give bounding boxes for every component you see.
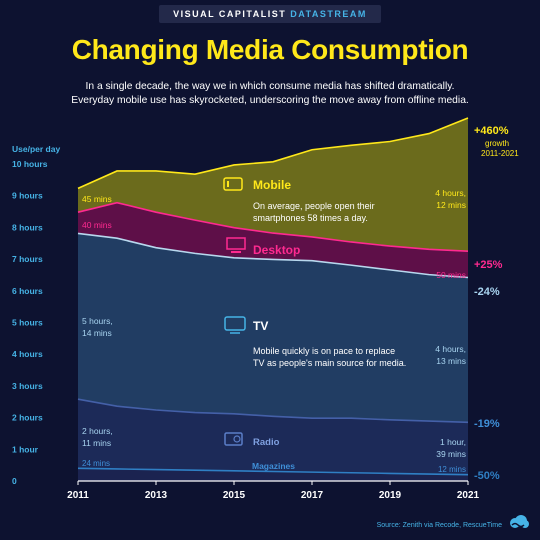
desktop-end-label: 50 mins xyxy=(436,270,466,280)
radio-start-label-1: 2 hours, xyxy=(82,426,113,436)
chart-subtitle: In a single decade, the way we in which … xyxy=(30,80,510,108)
tv-end-label-2: 13 mins xyxy=(436,356,466,366)
radio-icon xyxy=(224,432,243,446)
magazines-start-label: 24 mins xyxy=(82,459,110,468)
y-tick-label: 5 hours xyxy=(12,318,43,328)
x-tick-label: 2017 xyxy=(301,490,324,501)
x-tick-label: 2019 xyxy=(379,490,402,501)
tv-area xyxy=(78,233,468,423)
x-tick-label: 2021 xyxy=(457,490,480,501)
mobile-growth-label-1: growth xyxy=(485,139,509,148)
mobile-line xyxy=(77,117,469,190)
radio-start-label-2: 11 mins xyxy=(82,438,111,448)
magazines-end-label: 12 mins xyxy=(438,465,466,474)
desktop-line xyxy=(77,201,469,252)
desktop-series-label: Desktop xyxy=(253,243,300,257)
radio-line xyxy=(77,398,469,424)
desktop-change-label: +25% xyxy=(474,259,503,271)
brand-bar: VISUAL CAPITALIST DATASTREAM xyxy=(0,0,540,28)
x-tick-label: 2013 xyxy=(145,490,168,501)
mobile-phone-icon xyxy=(223,177,243,191)
chart-title: Changing Media Consumption xyxy=(71,34,469,65)
source-note: Source: Zenith via Recode, RescueTime xyxy=(376,522,502,529)
tv-icon xyxy=(224,316,246,331)
y-tick-label: 0 xyxy=(12,476,17,486)
y-tick-label: 1 hour xyxy=(12,444,39,454)
mobile-note-line-2: smartphones 58 times a day. xyxy=(253,213,368,223)
mobile-phone-icon-detail xyxy=(227,181,229,187)
subtitle-line-1: In a single decade, the way we in which … xyxy=(85,81,455,92)
mobile-start-label: 45 mins xyxy=(82,194,112,204)
desktop-area xyxy=(78,202,468,278)
magazines-change-label: -50% xyxy=(474,470,500,482)
brand-pill: VISUAL CAPITALIST DATASTREAM xyxy=(159,5,381,23)
mobile-series-label: Mobile xyxy=(253,178,291,192)
tv-start-label-1: 5 hours, xyxy=(82,316,113,326)
y-tick-label: 2 hours xyxy=(12,413,43,423)
magazines-area xyxy=(78,468,468,481)
y-tick-label: 8 hours xyxy=(12,222,43,232)
tv-series-label: TV xyxy=(253,319,268,333)
tv-change-label: -24% xyxy=(474,286,500,298)
tv-end-label-1: 4 hours, xyxy=(435,344,466,354)
subtitle-line-2: Everyday mobile use has skyrocketed, und… xyxy=(71,95,469,106)
mobile-area xyxy=(78,118,468,252)
y-tick-label: 3 hours xyxy=(12,381,43,391)
radio-change-label: -19% xyxy=(474,418,500,430)
y-tick-label: 10 hours xyxy=(12,159,48,169)
magazines-series-label: Magazines xyxy=(252,461,295,471)
y-tick-label: 9 hours xyxy=(12,191,43,201)
tv-note-line-2: TV as people's main source for media. xyxy=(253,358,406,368)
radio-end-label-2: 39 mins xyxy=(436,449,466,459)
cloud-logo-icon xyxy=(510,515,529,528)
y-tick-label: 4 hours xyxy=(12,349,43,359)
y-tick-label: 7 hours xyxy=(12,254,43,264)
mobile-growth-label-2: 2011-2021 xyxy=(481,149,519,158)
radio-series-label: Radio xyxy=(253,437,280,448)
magazines-line xyxy=(77,467,469,476)
brand-datastream: DATASTREAM xyxy=(290,9,367,19)
desktop-monitor-icon xyxy=(226,237,246,250)
brand-name: VISUAL CAPITALIST xyxy=(173,9,287,19)
tv-note-line-1: Mobile quickly is on pace to replace xyxy=(253,346,395,356)
x-tick-label: 2015 xyxy=(223,490,246,501)
desktop-monitor-stand xyxy=(231,251,241,253)
mobile-change-label: +460% xyxy=(474,125,509,137)
mobile-note-line-1: On average, people open their xyxy=(253,201,375,211)
mobile-end-label-2: 12 mins xyxy=(436,200,466,210)
x-tick-label: 2011 xyxy=(67,490,89,501)
tv-line xyxy=(77,232,469,279)
radio-area xyxy=(78,399,468,475)
y-axis-label: Use/per day xyxy=(12,144,60,154)
mobile-end-label-1: 4 hours, xyxy=(435,188,466,198)
desktop-start-label: 40 mins xyxy=(82,220,112,230)
tv-start-label-2: 14 mins xyxy=(82,328,112,338)
y-tick-label: 6 hours xyxy=(12,286,43,296)
radio-icon-dial xyxy=(233,435,241,443)
radio-end-label-1: 1 hour, xyxy=(440,437,466,447)
